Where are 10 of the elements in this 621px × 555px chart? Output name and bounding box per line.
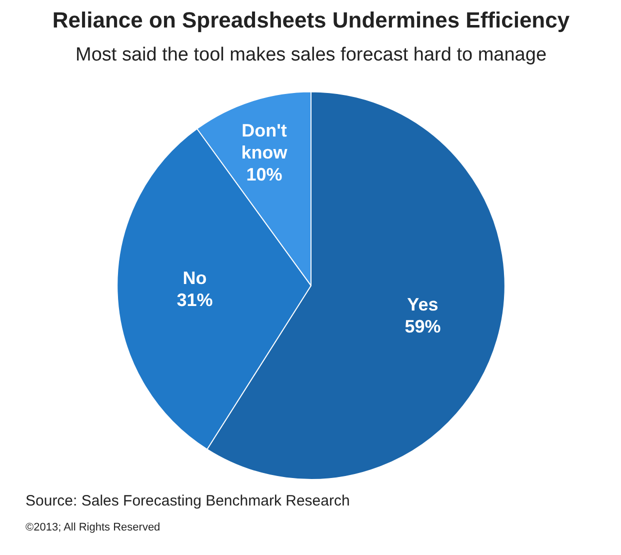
text: ©2013; All Rights Reserved — [26, 522, 160, 534]
data-label: 10% — [246, 164, 282, 185]
chart-subtitle: Most said the tool makes sales forecast hard to manage — [75, 44, 547, 66]
slice-label: No — [182, 268, 207, 288]
source-note: Source: Sales Forecasting Benchmark Research — [26, 492, 350, 510]
chart-title: Reliance on Spreadsheets Undermines Efficiency — [52, 8, 570, 32]
data-label: 59% — [404, 316, 441, 337]
data-label: 31% — [176, 290, 213, 310]
slice-label: Yes — [407, 294, 438, 315]
slice-label: Don't know — [241, 120, 288, 163]
